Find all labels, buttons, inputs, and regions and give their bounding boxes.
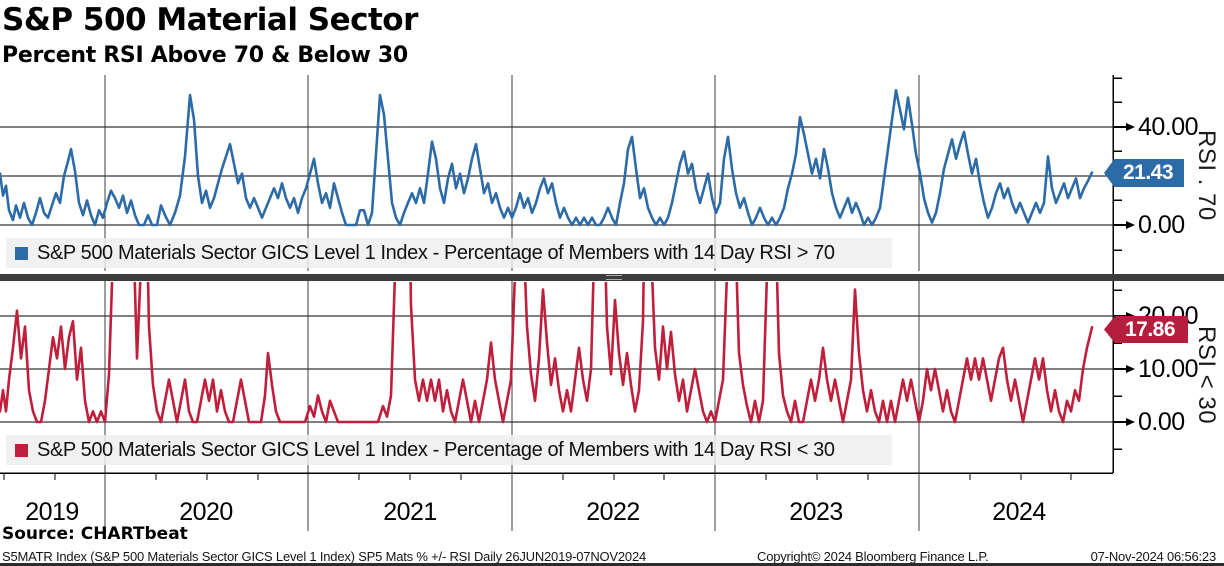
rsi-above-legend-swatch (15, 246, 28, 260)
bottom-axis-title: RSI < 30 (1193, 325, 1220, 425)
last-value-badge-rsi-above: 21.43 (1104, 159, 1184, 187)
legend-rsi-above-70-label: S&P 500 Materials Sector GICS Level 1 In… (37, 241, 835, 264)
rsi-above-70-line (0, 89, 1094, 227)
legend-rsi-below-30-label: S&P 500 Materials Sector GICS Level 1 In… (37, 438, 835, 461)
x-axis-year-2023: 2023 (789, 498, 843, 526)
last-value-badge-rsi-below: 17.86 (1104, 316, 1188, 343)
x-axis-year-2019: 2019 (25, 498, 79, 526)
x-axis-year-2021: 2021 (383, 498, 437, 526)
footer-copyright: Copyright© 2024 Bloomberg Finance L.P. (757, 549, 989, 564)
page-title: S&P 500 Material Sector (2, 2, 418, 38)
panel-divider-handle[interactable] (606, 275, 622, 280)
top-axis-tick-0: 0.00 (1138, 211, 1185, 239)
top-axis-tick-40: 40.00 (1138, 113, 1199, 141)
bottom-axis-tick-10: 10.00 (1138, 355, 1199, 383)
page-subtitle: Percent RSI Above 70 & Below 30 (2, 43, 408, 68)
x-axis-year-2024: 2024 (992, 498, 1046, 526)
bottom-axis-tick-0: 0.00 (1138, 408, 1185, 436)
taskbar-edge (0, 563, 1224, 566)
panel-divider (0, 274, 1224, 281)
x-axis-ticks (3, 473, 1072, 480)
x-axis-year-2022: 2022 (586, 498, 640, 526)
right-axis-ticks (1113, 77, 1135, 450)
footer-timestamp: 07-Nov-2024 06:56:23 (1090, 549, 1217, 564)
source-label: Source: CHARTbeat (2, 524, 188, 544)
top-panel-gridlines (0, 126, 1113, 226)
top-axis-title: RSI . 70 (1193, 129, 1220, 221)
legend-rsi-above-70: S&P 500 Materials Sector GICS Level 1 In… (6, 238, 892, 268)
rsi-below-legend-swatch (15, 443, 28, 457)
legend-rsi-below-30: S&P 500 Materials Sector GICS Level 1 In… (6, 435, 892, 465)
rsi-below-30-line (0, 282, 1094, 424)
footer-ticker-info: S5MATR Index (S&P 500 Materials Sector G… (2, 549, 647, 564)
x-axis-year-2020: 2020 (179, 498, 233, 526)
